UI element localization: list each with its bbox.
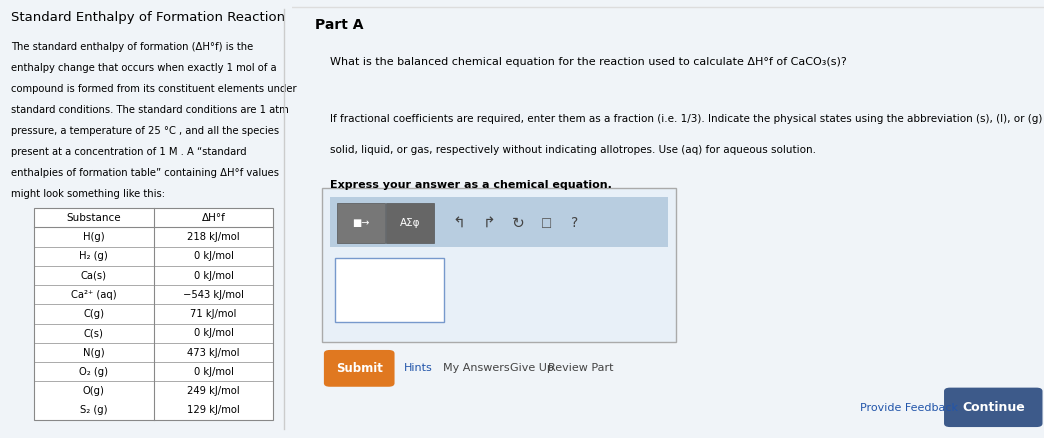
FancyBboxPatch shape xyxy=(386,203,434,243)
FancyBboxPatch shape xyxy=(330,197,668,247)
Text: H(g): H(g) xyxy=(82,232,104,242)
Text: ↰: ↰ xyxy=(453,216,466,231)
Text: The standard enthalpy of formation (ΔH°f) is the: The standard enthalpy of formation (ΔH°f… xyxy=(11,42,254,52)
Text: 218 kJ/mol: 218 kJ/mol xyxy=(187,232,240,242)
Text: ↱: ↱ xyxy=(483,216,496,231)
Text: ?: ? xyxy=(571,216,577,230)
Text: compound is formed from its constituent elements under: compound is formed from its constituent … xyxy=(11,84,296,94)
FancyBboxPatch shape xyxy=(335,258,444,322)
Text: present at a concentration of 1 M . A “standard: present at a concentration of 1 M . A “s… xyxy=(11,147,246,157)
Text: AΣφ: AΣφ xyxy=(400,219,421,228)
Text: 129 kJ/mol: 129 kJ/mol xyxy=(187,406,240,415)
Text: ☐: ☐ xyxy=(541,218,552,231)
Text: C(g): C(g) xyxy=(84,309,104,319)
FancyBboxPatch shape xyxy=(323,188,675,342)
Text: 473 kJ/mol: 473 kJ/mol xyxy=(187,348,240,357)
Text: My Answers: My Answers xyxy=(443,364,509,373)
Text: Review Part: Review Part xyxy=(548,364,614,373)
Text: ↻: ↻ xyxy=(512,216,524,231)
Text: 0 kJ/mol: 0 kJ/mol xyxy=(193,251,234,261)
Text: −543 kJ/mol: −543 kJ/mol xyxy=(183,290,244,300)
Text: enthalpies of formation table” containing ΔH°f values: enthalpies of formation table” containin… xyxy=(11,168,280,178)
Text: Standard Enthalpy of Formation Reaction: Standard Enthalpy of Formation Reaction xyxy=(11,11,285,24)
Text: O₂ (g): O₂ (g) xyxy=(79,367,109,377)
Text: N(g): N(g) xyxy=(82,348,104,357)
Text: Continue: Continue xyxy=(962,401,1024,414)
Text: 0 kJ/mol: 0 kJ/mol xyxy=(193,271,234,280)
FancyBboxPatch shape xyxy=(336,203,385,243)
Text: C(s): C(s) xyxy=(84,328,103,338)
FancyBboxPatch shape xyxy=(944,388,1043,427)
Text: H₂ (g): H₂ (g) xyxy=(79,251,109,261)
Text: Substance: Substance xyxy=(67,213,121,223)
Text: S₂ (g): S₂ (g) xyxy=(80,406,108,415)
Text: enthalpy change that occurs when exactly 1 mol of a: enthalpy change that occurs when exactly… xyxy=(11,63,277,73)
Text: 71 kJ/mol: 71 kJ/mol xyxy=(190,309,237,319)
Text: Give Up: Give Up xyxy=(511,364,554,373)
Text: What is the balanced chemical equation for the reaction used to calculate ΔH°f o: What is the balanced chemical equation f… xyxy=(330,57,847,67)
Text: 0 kJ/mol: 0 kJ/mol xyxy=(193,367,234,377)
Text: Provide Feedback: Provide Feedback xyxy=(860,403,957,413)
Text: O(g): O(g) xyxy=(82,386,104,396)
Text: Submit: Submit xyxy=(336,362,383,375)
Text: Part A: Part A xyxy=(315,18,363,32)
Text: might look something like this:: might look something like this: xyxy=(11,189,165,199)
Text: standard conditions. The standard conditions are 1 atm: standard conditions. The standard condit… xyxy=(11,105,289,115)
Text: Express your answer as a chemical equation.: Express your answer as a chemical equati… xyxy=(330,180,612,190)
Text: Hints: Hints xyxy=(404,364,432,373)
Text: Ca(s): Ca(s) xyxy=(80,271,106,280)
Text: 249 kJ/mol: 249 kJ/mol xyxy=(187,386,240,396)
Text: 0 kJ/mol: 0 kJ/mol xyxy=(193,328,234,338)
Text: If fractional coefficients are required, enter them as a fraction (i.e. 1/3). In: If fractional coefficients are required,… xyxy=(330,114,1044,124)
FancyBboxPatch shape xyxy=(324,350,395,387)
FancyBboxPatch shape xyxy=(33,208,274,420)
Text: solid, liquid, or gas, respectively without indicating allotropes. Use (aq) for : solid, liquid, or gas, respectively with… xyxy=(330,145,816,155)
Text: ■→: ■→ xyxy=(352,219,370,228)
Text: ΔH°f: ΔH°f xyxy=(201,213,226,223)
Text: Ca²⁺ (aq): Ca²⁺ (aq) xyxy=(71,290,117,300)
Text: pressure, a temperature of 25 °C , and all the species: pressure, a temperature of 25 °C , and a… xyxy=(11,126,280,136)
